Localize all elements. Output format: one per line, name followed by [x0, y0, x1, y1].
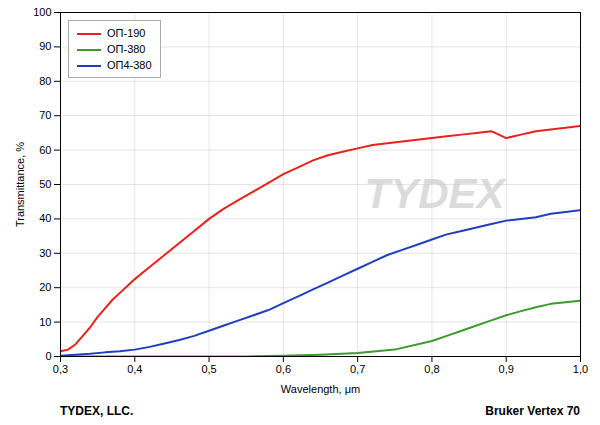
svg-text:100: 100	[33, 6, 51, 18]
svg-text:90: 90	[39, 40, 51, 52]
svg-text:10: 10	[39, 316, 51, 328]
svg-text:Transmittance, %: Transmittance, %	[14, 142, 26, 227]
svg-text:0,5: 0,5	[201, 363, 216, 375]
svg-text:0,8: 0,8	[424, 363, 439, 375]
html-text:TYDEX, LLC.: TYDEX, LLC.	[60, 404, 134, 418]
svg-text:0,3: 0,3	[53, 363, 68, 375]
svg-text:0,9: 0,9	[499, 363, 514, 375]
svg-text:0,7: 0,7	[350, 363, 365, 375]
svg-text:50: 50	[39, 178, 51, 190]
html-text:Bruker Vertex 70: Bruker Vertex 70	[485, 404, 580, 418]
svg-text:Wavelength, μm: Wavelength, μm	[281, 383, 360, 395]
svg-text:0,6: 0,6	[276, 363, 291, 375]
html-text:ОП-190: ОП-190	[107, 27, 146, 39]
svg-text:0: 0	[45, 350, 51, 362]
svg-text:1,0: 1,0	[573, 363, 588, 375]
svg-text:20: 20	[39, 281, 51, 293]
svg-text:70: 70	[39, 109, 51, 121]
svg-text:TYDEX: TYDEX	[364, 170, 507, 217]
svg-text:60: 60	[39, 144, 51, 156]
svg-text:40: 40	[39, 212, 51, 224]
html-text:ОП4-380: ОП4-380	[107, 59, 152, 71]
svg-text:0,4: 0,4	[127, 363, 142, 375]
svg-text:80: 80	[39, 75, 51, 87]
svg-text:30: 30	[39, 247, 51, 259]
html-text:ОП-380: ОП-380	[107, 43, 146, 55]
